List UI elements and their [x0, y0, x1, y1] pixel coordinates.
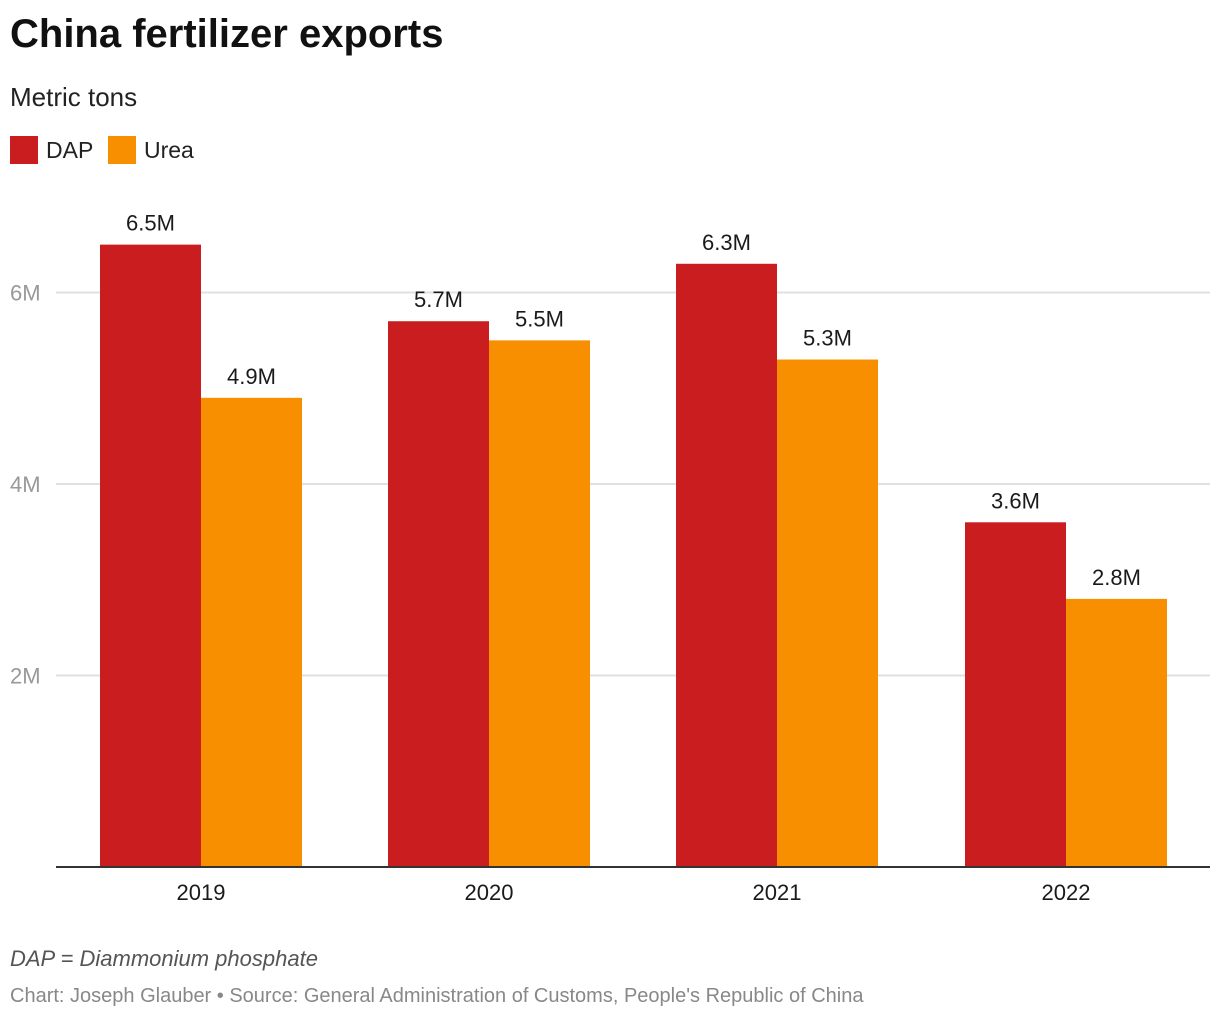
data-label: 6.3M	[702, 230, 751, 255]
bar-dap-2021	[676, 263, 777, 867]
y-tick-label: 4M	[10, 472, 41, 497]
x-tick-label: 2020	[465, 880, 514, 905]
data-label: 5.7M	[414, 287, 463, 312]
legend-swatch-urea	[108, 136, 136, 164]
bar-urea-2019	[201, 397, 302, 867]
bar-urea-2021	[777, 359, 878, 867]
x-tick-label: 2019	[177, 880, 226, 905]
legend-item-dap: DAP	[10, 136, 93, 164]
data-label: 4.9M	[227, 364, 276, 389]
legend-swatch-dap	[10, 136, 38, 164]
data-label: 5.5M	[515, 306, 564, 331]
legend-item-urea: Urea	[108, 136, 194, 164]
data-label: 6.5M	[126, 211, 175, 236]
data-label: 2.8M	[1092, 565, 1141, 590]
bar-dap-2022	[965, 522, 1066, 867]
y-tick-label: 6M	[10, 281, 41, 306]
chart-title: China fertilizer exports	[10, 12, 444, 56]
bar-urea-2022	[1066, 598, 1167, 867]
bar-dap-2020	[388, 321, 489, 868]
chart-note: DAP = Diammonium phosphate	[10, 946, 318, 971]
x-tick-label: 2021	[753, 880, 802, 905]
x-tick-label: 2022	[1042, 880, 1091, 905]
y-tick-label: 2M	[10, 664, 41, 689]
bar-urea-2020	[489, 340, 590, 867]
legend-label-urea: Urea	[144, 136, 194, 163]
data-label: 3.6M	[991, 488, 1040, 513]
legend-label-dap: DAP	[46, 136, 94, 163]
bar-dap-2019	[100, 244, 201, 867]
chart-credit: Chart: Joseph Glauber • Source: General …	[10, 985, 864, 1007]
chart-subtitle: Metric tons	[10, 82, 138, 112]
data-label: 5.3M	[803, 326, 852, 351]
